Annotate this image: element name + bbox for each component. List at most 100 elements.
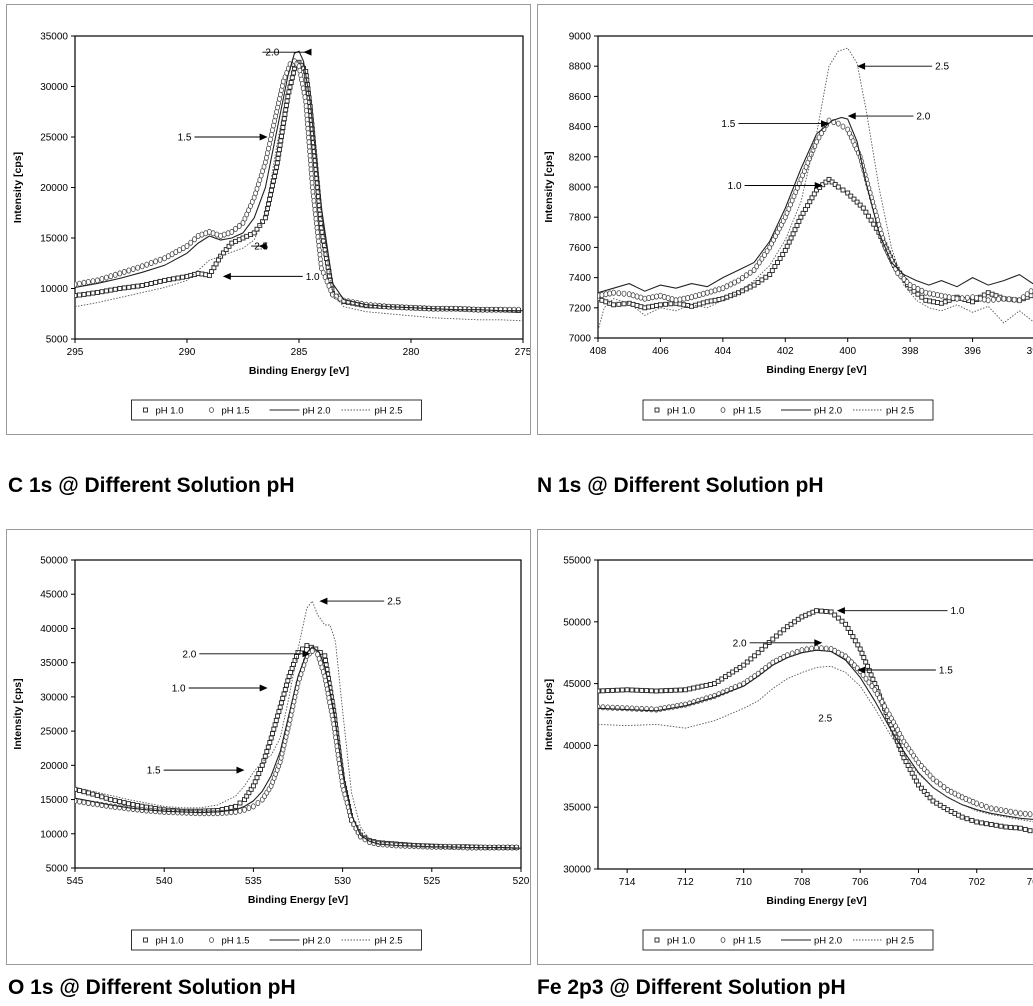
annotation-label: 2.5 — [387, 597, 401, 608]
data-point — [453, 305, 459, 312]
data-point — [642, 295, 648, 302]
data-point — [927, 290, 933, 297]
y-axis-label: Intensity [cps] — [12, 152, 24, 223]
x-tick-label: 400 — [839, 346, 856, 357]
data-point — [206, 810, 212, 817]
data-point — [907, 282, 913, 289]
data-point — [81, 789, 87, 795]
data-point — [180, 274, 185, 280]
data-point — [923, 289, 929, 296]
data-point — [1022, 826, 1028, 832]
data-point — [650, 294, 655, 301]
data-point — [313, 167, 319, 172]
data-point — [139, 283, 145, 288]
data-point — [457, 305, 463, 312]
y-tick-label: 40000 — [40, 624, 68, 635]
y-tick-label: 45000 — [40, 590, 68, 601]
data-point — [648, 688, 654, 694]
data-point — [816, 134, 822, 141]
annotation-label: 2.0 — [733, 638, 747, 649]
data-point — [268, 735, 274, 741]
data-point — [285, 678, 291, 684]
data-point — [99, 794, 105, 800]
data-point — [931, 299, 937, 305]
x-tick-label: 394 — [1027, 346, 1033, 357]
annotation-arrowhead — [836, 607, 845, 615]
y-tick-label: 7200 — [569, 303, 592, 314]
x-tick-label: 396 — [964, 346, 981, 357]
data-point — [166, 808, 172, 815]
data-point — [998, 823, 1004, 829]
data-point — [720, 285, 726, 292]
data-point — [280, 125, 286, 130]
data-point — [653, 688, 659, 694]
data-point — [177, 247, 182, 254]
annotation-label: 1.5 — [178, 133, 192, 144]
data-point — [290, 70, 296, 76]
data-point — [748, 656, 754, 662]
data-point — [112, 798, 118, 804]
annotation-arrowhead — [259, 684, 268, 692]
y-tick-label: 20000 — [40, 183, 68, 194]
data-point — [86, 278, 91, 285]
legend-label: pH 1.0 — [156, 936, 184, 947]
y-tick-label: 25000 — [40, 133, 68, 144]
y-axis-label: Intensity [cps] — [543, 679, 555, 750]
data-point — [736, 277, 741, 284]
data-point — [322, 653, 328, 659]
series-line-ph-2-0 — [598, 116, 1033, 294]
x-tick-label: 530 — [334, 876, 351, 887]
data-point — [712, 297, 718, 303]
data-point — [852, 638, 858, 644]
x-tick-label: 712 — [677, 877, 694, 888]
data-point — [192, 236, 197, 243]
data-point — [77, 788, 82, 793]
data-point — [621, 290, 627, 297]
data-point — [108, 287, 114, 293]
data-point — [304, 643, 310, 649]
data-point — [94, 792, 100, 798]
data-point — [269, 187, 274, 193]
data-point — [90, 290, 96, 296]
data-point — [942, 293, 948, 300]
data-point — [696, 301, 702, 307]
data-point — [839, 618, 845, 624]
x-tick-label: 295 — [67, 347, 84, 358]
data-point — [511, 306, 517, 313]
data-point — [283, 107, 289, 113]
data-point — [756, 259, 762, 266]
data-point — [863, 675, 869, 682]
annotation-arrowhead — [857, 62, 866, 70]
series-line-ph-2-5 — [598, 47, 1033, 331]
legend-label: pH 2.0 — [303, 936, 331, 947]
data-point — [121, 804, 127, 811]
data-point — [634, 687, 640, 693]
data-point — [502, 306, 508, 313]
data-point — [81, 291, 87, 297]
data-point — [685, 294, 691, 301]
data-point — [770, 636, 776, 642]
data-point — [188, 239, 194, 246]
y-tick-label: 8800 — [569, 62, 592, 73]
series-markers-ph-1-5 — [598, 644, 1033, 818]
data-point — [130, 284, 136, 290]
data-point — [823, 179, 829, 185]
data-point — [762, 251, 767, 258]
data-point — [974, 819, 980, 825]
data-point — [739, 274, 745, 281]
data-point — [935, 300, 940, 305]
chart-caption: Fe 2p3 @ Different Solution pH — [537, 976, 846, 999]
data-point — [981, 292, 987, 298]
data-point — [148, 281, 154, 286]
data-point — [782, 247, 788, 253]
y-axis-label: Intensity [cps] — [543, 151, 555, 222]
data-point — [950, 294, 956, 301]
data-point — [923, 297, 929, 303]
data-point — [919, 294, 925, 300]
chart-panel-fe2p3: 30000 35000 40000 45000 50000 55000 714 712 710 7… — [537, 529, 1033, 965]
data-point — [277, 704, 283, 710]
data-point — [990, 296, 996, 303]
chart-panel-c1s: 5000 10000 15000 20000 25000 30000 35000 295 290… — [6, 4, 531, 435]
data-point — [861, 655, 867, 661]
y-tick-label: 35000 — [563, 803, 591, 814]
